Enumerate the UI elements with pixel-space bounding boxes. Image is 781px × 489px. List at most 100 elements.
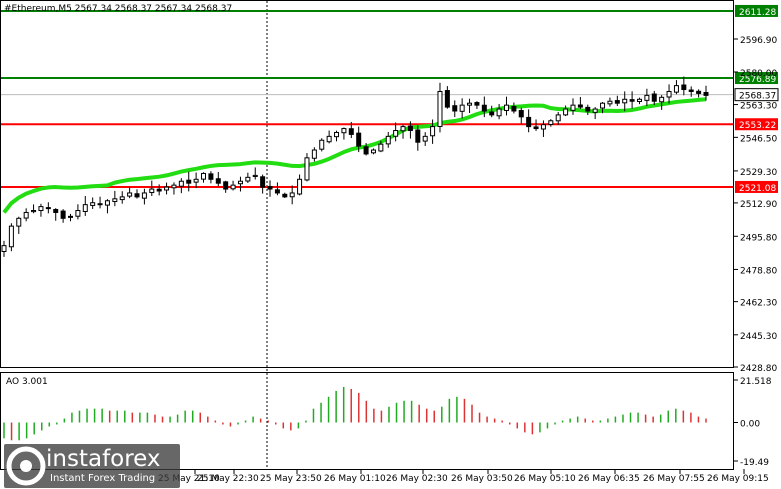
candle-body xyxy=(614,100,620,104)
candle-body xyxy=(260,176,266,188)
candle-body xyxy=(201,172,207,180)
candle-body xyxy=(644,94,650,101)
instaforex-logo-icon xyxy=(6,446,46,486)
chart-title: #Ethereum,M5 2567.34 2568.37 2567.34 256… xyxy=(4,4,233,14)
candle-body xyxy=(688,89,694,92)
candle-body xyxy=(703,91,709,96)
time-tick-label: 26 May 05:10 xyxy=(514,474,576,484)
candle-body xyxy=(311,149,317,159)
candle-body xyxy=(437,90,443,127)
time-tick-label: 25 May 22:30 xyxy=(197,474,259,484)
level-label: 2576.89 xyxy=(739,75,776,85)
candle-body xyxy=(592,108,598,113)
price-tick-label: 2478.80 xyxy=(740,266,777,276)
candle-body xyxy=(363,146,369,155)
candle-body xyxy=(622,98,628,104)
candle-body xyxy=(444,90,450,108)
price-tick-label: 2428.80 xyxy=(740,364,777,374)
candle-body xyxy=(252,174,258,177)
current-price-box xyxy=(734,88,779,102)
logo-tagline: Instant Forex Trading xyxy=(50,473,156,484)
candle-body xyxy=(563,108,569,116)
ao-indicator-title: AO 3.001 xyxy=(6,377,48,387)
candle-body xyxy=(60,210,66,219)
time-tick-label: 26 May 03:50 xyxy=(451,474,513,484)
candle-body xyxy=(90,202,96,206)
candle-body xyxy=(393,130,399,137)
candle-body xyxy=(297,178,303,195)
ao-tick-label: 21.518 xyxy=(740,377,772,387)
candle-body xyxy=(23,211,29,219)
candle-body xyxy=(474,102,480,106)
price-tick-label: 2596.90 xyxy=(740,36,777,46)
candle-body xyxy=(452,105,458,112)
candle-body xyxy=(245,176,251,182)
candle-body xyxy=(503,104,509,111)
price-tick-label: 2580.00 xyxy=(740,69,777,79)
candle-body xyxy=(38,206,44,212)
price-tick-label: 2563.30 xyxy=(740,102,777,112)
current-price-label: 2568.37 xyxy=(739,92,776,102)
price-tick-label: 2462.30 xyxy=(740,299,777,309)
candle-body xyxy=(422,135,428,142)
candle-body xyxy=(334,131,340,138)
candle-body xyxy=(156,188,162,192)
candle-body xyxy=(496,108,502,117)
candle-body xyxy=(274,189,280,194)
candle-body xyxy=(16,217,22,227)
candle-body xyxy=(304,157,310,181)
ao-tick-label: 0.00 xyxy=(740,420,760,430)
candle-body xyxy=(119,196,125,201)
candle-body xyxy=(415,129,421,143)
candle-body xyxy=(570,104,576,111)
price-panel-frame xyxy=(0,0,734,368)
candle-body xyxy=(326,135,332,143)
candle-body xyxy=(356,132,362,147)
time-tick-label: 26 May 07:55 xyxy=(643,474,705,484)
candle-body xyxy=(178,180,184,187)
candle-body xyxy=(31,210,37,213)
time-tick-label: 25 May 23:50 xyxy=(260,474,322,484)
candle-body xyxy=(319,139,325,150)
candle-body xyxy=(8,225,14,248)
price-tick-label: 2529.30 xyxy=(740,168,777,178)
candle-body xyxy=(341,128,347,134)
candle-body xyxy=(282,193,288,198)
candle-body xyxy=(607,100,613,105)
candle-body xyxy=(215,178,221,184)
candle-body xyxy=(533,126,539,130)
candle-body xyxy=(577,104,583,108)
candle-body xyxy=(540,124,546,130)
candle-body xyxy=(600,102,606,109)
time-tick-label: 26 May 02:30 xyxy=(386,474,448,484)
candle-body xyxy=(555,114,561,122)
candle-body xyxy=(208,173,214,180)
candle-body xyxy=(696,90,702,94)
candle-body xyxy=(1,245,7,252)
candle-body xyxy=(53,209,59,213)
candle-body xyxy=(407,125,413,132)
level-label-box xyxy=(735,4,778,17)
candle-body xyxy=(489,111,495,116)
candle-body xyxy=(548,120,554,125)
candle-body xyxy=(127,192,133,197)
level-label: 2521.08 xyxy=(739,184,776,194)
price-tick-label: 2445.30 xyxy=(740,332,777,342)
candle-body xyxy=(459,104,465,112)
candle-body xyxy=(585,106,591,112)
candle-body xyxy=(518,110,524,118)
candle-body xyxy=(666,90,672,98)
candle-body xyxy=(673,85,679,93)
candle-body xyxy=(82,204,88,212)
level-label: 2611.28 xyxy=(739,8,776,18)
candle-body xyxy=(97,203,103,206)
candle-body xyxy=(659,96,665,103)
candle-body xyxy=(430,126,436,137)
time-tick-label: 26 May 01:10 xyxy=(324,474,386,484)
candle-body xyxy=(267,186,273,190)
level-label: 2553.22 xyxy=(739,121,776,131)
candle-body xyxy=(171,184,177,189)
candle-body xyxy=(149,188,155,194)
candle-body xyxy=(104,200,110,206)
